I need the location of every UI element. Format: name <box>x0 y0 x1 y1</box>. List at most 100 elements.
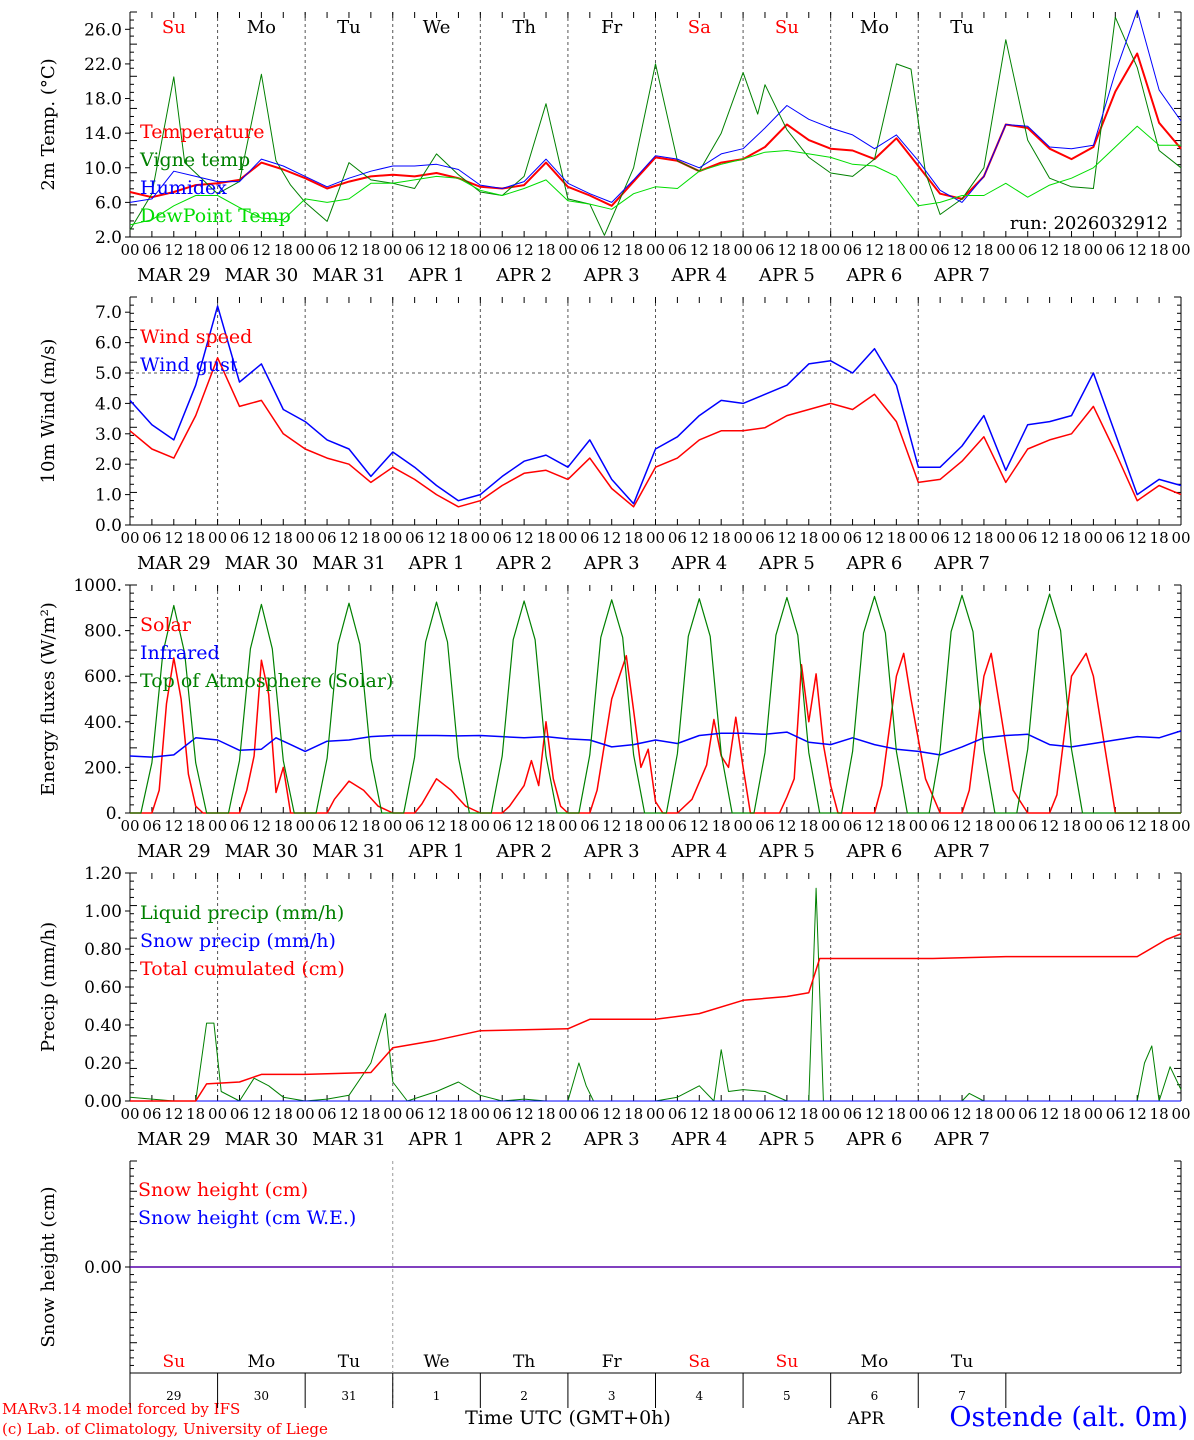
hour-tick-label: 12 <box>1128 529 1147 547</box>
hour-tick-label: 00 <box>296 241 315 259</box>
panel-temp: 2.0 6.0 10.0 14.0 18.0 22.0 26.0 2m Temp. (°C) 0… <box>38 9 1191 286</box>
hour-tick-label: 00 <box>909 1105 928 1123</box>
hour-tick-label: 18 <box>536 529 555 547</box>
hour-tick-label: 00 <box>296 1105 315 1123</box>
hour-tick-label: 00 <box>646 817 665 835</box>
hour-tick-label: 00 <box>821 529 840 547</box>
y-tick-label: 14.0 <box>84 124 122 144</box>
date-label: APR 5 <box>758 1129 815 1150</box>
series-dewpoint-temp <box>129 125 1181 226</box>
weekday-label: Su <box>775 17 799 38</box>
legend-entry: Wind speed <box>140 326 252 348</box>
date-label: APR 5 <box>758 553 815 574</box>
hour-tick-label: 00 <box>471 241 490 259</box>
hour-tick-label: 18 <box>536 1105 555 1123</box>
date-label: APR 1 <box>408 553 465 574</box>
x-axis-label: Time UTC (GMT+0h) <box>465 1407 671 1429</box>
y-tick-label: 0.60 <box>84 978 122 998</box>
hour-tick-label: 12 <box>427 817 446 835</box>
hour-tick-label: 18 <box>887 1105 906 1123</box>
hour-tick-label: 12 <box>1040 1105 1059 1123</box>
hour-tick-label: 06 <box>230 817 249 835</box>
hour-tick-label: 00 <box>208 529 227 547</box>
hour-tick-label: 18 <box>799 241 818 259</box>
date-label: APR 6 <box>846 553 903 574</box>
hour-tick-label: 00 <box>208 817 227 835</box>
hour-tick-label: 06 <box>493 817 512 835</box>
hour-tick-label: 12 <box>865 817 884 835</box>
hour-tick-label: 18 <box>887 529 906 547</box>
weekday-label: Su <box>162 1352 185 1372</box>
hour-tick-label: 00 <box>909 241 928 259</box>
hour-tick-label: 12 <box>602 1105 621 1123</box>
hour-tick-label: 18 <box>361 529 380 547</box>
hour-tick-label: 06 <box>318 241 337 259</box>
legend-entry: Temperature <box>140 121 264 143</box>
hour-tick-label: 12 <box>777 529 796 547</box>
weekday-label: Sa <box>688 1352 710 1372</box>
day-number-label: 6 <box>871 1389 879 1403</box>
date-label: APR 2 <box>495 265 552 286</box>
hour-tick-label: 18 <box>1062 241 1081 259</box>
hour-tick-label: 18 <box>536 817 555 835</box>
hour-tick-label: 12 <box>865 529 884 547</box>
date-label: APR 3 <box>583 841 640 862</box>
hour-tick-label: 12 <box>602 529 621 547</box>
hour-tick-label: 18 <box>1150 241 1169 259</box>
weekday-label: Tu <box>337 17 361 38</box>
hour-tick-label: 18 <box>186 529 205 547</box>
weekday-label: Su <box>162 17 186 38</box>
y-tick-label: 18.0 <box>84 90 122 110</box>
hour-tick-label: 18 <box>1150 817 1169 835</box>
hour-tick-label: 12 <box>952 817 971 835</box>
hour-tick-label: 12 <box>252 817 271 835</box>
hour-tick-label: 06 <box>1106 1105 1125 1123</box>
hour-tick-label: 12 <box>777 817 796 835</box>
hour-tick-label: 18 <box>274 241 293 259</box>
date-label: APR 4 <box>670 841 727 862</box>
hour-tick-label: 00 <box>383 529 402 547</box>
date-label: MAR 29 <box>137 1129 211 1150</box>
hour-tick-label: 12 <box>1128 817 1147 835</box>
hour-tick-label: 12 <box>164 817 183 835</box>
y-tick-label: 0.20 <box>84 1054 122 1074</box>
hour-tick-label: 00 <box>471 529 490 547</box>
series-total-cumulated-cm <box>130 933 1182 1102</box>
hour-tick-label: 12 <box>164 1105 183 1123</box>
weekday-label: Fr <box>602 1352 623 1372</box>
date-label: APR 4 <box>670 265 727 286</box>
hour-tick-label: 12 <box>339 817 358 835</box>
hour-tick-label: 06 <box>318 817 337 835</box>
hour-tick-label: 06 <box>668 529 687 547</box>
hour-tick-label: 00 <box>1171 529 1190 547</box>
hour-tick-label: 12 <box>952 1105 971 1123</box>
hour-tick-label: 18 <box>624 529 643 547</box>
legend-entry: Solar <box>140 614 192 636</box>
hour-tick-label: 06 <box>405 241 424 259</box>
run-annotation: run: 2026032912 <box>1010 213 1168 234</box>
date-label: APR 7 <box>933 1129 990 1150</box>
date-label: APR 3 <box>583 265 640 286</box>
hour-tick-label: 18 <box>974 241 993 259</box>
hour-tick-label: 18 <box>799 1105 818 1123</box>
y-tick-label: 22.0 <box>84 55 122 75</box>
day-number-label: 31 <box>341 1389 356 1403</box>
hour-tick-label: 06 <box>493 1105 512 1123</box>
y-tick-label: 400. <box>84 713 122 733</box>
hour-tick-label: 12 <box>427 1105 446 1123</box>
date-label: APR 3 <box>583 1129 640 1150</box>
hour-tick-label: 00 <box>558 1105 577 1123</box>
hour-tick-label: 06 <box>1018 241 1037 259</box>
y-tick-label: 0.00 <box>84 1258 122 1278</box>
legend-entry: Top of Atmosphere (Solar) <box>140 670 393 692</box>
y-tick-label: 0.0 <box>95 516 122 536</box>
date-label: APR 6 <box>846 841 903 862</box>
hour-tick-label: 18 <box>799 817 818 835</box>
y-tick-label: 10.0 <box>84 159 122 179</box>
hour-tick-label: 06 <box>931 529 950 547</box>
series-infrared <box>129 730 1182 758</box>
hour-tick-label: 12 <box>164 529 183 547</box>
hour-tick-label: 06 <box>843 817 862 835</box>
hour-tick-label: 00 <box>1084 817 1103 835</box>
